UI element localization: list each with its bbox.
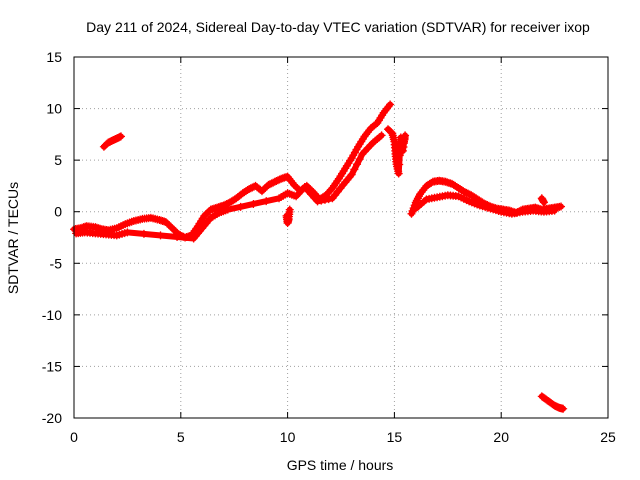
axis-ticks: 0 5 10 15 20 25 -20 -15 -10 -5 0 5 10 15 — [42, 49, 616, 445]
data-point — [559, 404, 568, 413]
data-point — [395, 151, 404, 160]
y-tick-label: 15 — [46, 49, 62, 65]
data-point — [236, 202, 245, 211]
data-series — [70, 100, 568, 413]
data-point — [326, 185, 335, 194]
data-point — [324, 195, 333, 204]
x-tick-label: 5 — [177, 429, 185, 445]
data-point — [313, 197, 322, 206]
data-point — [347, 170, 356, 179]
data-point — [123, 228, 132, 237]
series-lower-band — [72, 131, 386, 243]
x-tick-label: 0 — [70, 429, 78, 445]
data-point — [285, 205, 294, 214]
series-isolated-lower — [537, 392, 568, 413]
data-point — [355, 155, 364, 164]
data-point — [350, 165, 359, 174]
x-tick-label: 20 — [493, 429, 509, 445]
data-point — [377, 131, 386, 140]
data-point — [539, 198, 548, 207]
series-dropout-segment — [282, 205, 294, 228]
y-tick-label: 10 — [46, 101, 62, 117]
data-point — [139, 229, 148, 238]
data-point — [395, 160, 404, 169]
y-tick-label: -10 — [42, 307, 62, 323]
data-point — [394, 169, 403, 178]
data-point — [317, 196, 326, 205]
y-tick-label: -20 — [42, 410, 62, 426]
data-point — [400, 137, 409, 146]
y-axis-label: SDTVAR / TECUs — [5, 182, 21, 294]
series-isolated-upper — [99, 132, 125, 151]
data-point — [550, 206, 559, 215]
series-post-drop — [383, 125, 410, 178]
plot-frame — [73, 56, 609, 419]
x-tick-label: 10 — [280, 429, 296, 445]
chart-title: Day 211 of 2024, Sidereal Day-to-day VTE… — [86, 19, 590, 35]
x-tick-label: 25 — [600, 429, 616, 445]
data-point — [262, 197, 271, 206]
y-tick-label: 0 — [54, 204, 62, 220]
data-point — [386, 100, 395, 109]
data-point — [249, 199, 258, 208]
data-point — [353, 160, 362, 169]
data-point — [116, 132, 125, 141]
y-tick-label: -5 — [50, 255, 63, 271]
y-tick-label: 5 — [54, 152, 62, 168]
data-point — [223, 205, 232, 214]
x-axis-label: GPS time / hours — [287, 457, 394, 473]
data-point — [557, 202, 566, 211]
data-point — [173, 232, 182, 241]
y-tick-label: -15 — [42, 358, 62, 374]
series-afternoon-lower — [411, 191, 559, 218]
x-tick-label: 15 — [387, 429, 403, 445]
data-point — [156, 231, 165, 240]
series-small-spike — [537, 194, 548, 207]
data-point — [320, 195, 329, 204]
